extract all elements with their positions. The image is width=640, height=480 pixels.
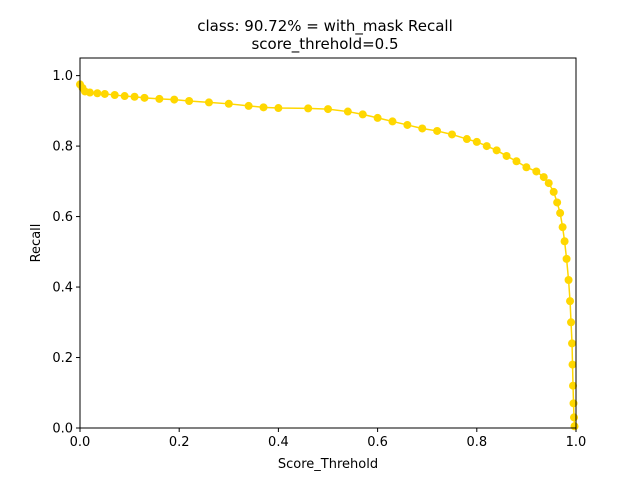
x-tick-label: 0.0: [70, 435, 91, 450]
y-tick-label: 0.4: [52, 281, 73, 296]
recall-data-point: [120, 92, 129, 101]
chart-title-line1: class: 90.72% = with_mask Recall: [197, 17, 453, 36]
recall-data-point: [556, 209, 565, 218]
recall-data-point: [433, 126, 442, 135]
recall-data-point: [512, 157, 521, 166]
y-tick-label: 1.0: [52, 69, 73, 84]
recall-data-point: [155, 94, 164, 103]
recall-data-point: [224, 99, 233, 108]
recall-data-point: [549, 187, 558, 196]
recall-data-point: [462, 135, 471, 144]
recall-data-point: [570, 413, 579, 422]
y-axis-ticks: 0.0 0.2 0.4 0.6 0.8 1.0: [52, 69, 80, 437]
recall-data-point: [93, 89, 102, 98]
recall-data-point: [274, 104, 283, 113]
recall-data-point: [502, 151, 511, 160]
recall-data-point: [558, 223, 567, 232]
recall-series-line: [79, 83, 576, 427]
chart-title-line2: score_threhold=0.5: [251, 35, 398, 54]
recall-data-point: [539, 173, 548, 182]
x-tick-label: 1.0: [566, 435, 587, 450]
recall-data-point: [388, 117, 397, 126]
recall-data-point: [100, 89, 109, 98]
recall-data-point: [566, 297, 575, 306]
recall-data-point: [130, 92, 139, 101]
x-tick-label: 0.2: [169, 435, 190, 450]
recall-data-point: [522, 163, 531, 172]
recall-data-point: [448, 130, 456, 139]
recall-data-point: [170, 95, 179, 104]
x-tick-label: 0.8: [466, 435, 487, 450]
recall-data-point: [560, 237, 569, 246]
recall-data-point: [244, 101, 253, 110]
y-tick-label: 0.8: [52, 140, 73, 155]
recall-data-point: [259, 103, 268, 112]
recall-data-point: [532, 167, 541, 176]
recall-data-point: [85, 88, 94, 97]
recall-data-point: [140, 93, 149, 102]
recall-data-point: [343, 107, 352, 116]
recall-data-point: [482, 142, 491, 151]
recall-data-point: [324, 105, 332, 114]
recall-data-point: [304, 104, 313, 113]
y-tick-label: 0.2: [52, 351, 73, 366]
x-tick-label: 0.4: [268, 435, 289, 450]
recall-data-point: [403, 120, 412, 129]
recall-data-point: [568, 339, 577, 348]
recall-data-point: [185, 96, 194, 105]
recall-data-point: [568, 360, 577, 369]
recall-data-point: [358, 110, 367, 119]
recall-data-point: [570, 422, 579, 431]
recall-data-point: [553, 198, 562, 207]
x-axis-ticks: 0.0 0.2 0.4 0.6 0.8 1.0: [70, 428, 587, 450]
y-tick-label: 0.6: [52, 210, 73, 225]
recall-data-point: [373, 113, 382, 122]
recall-data-point: [567, 318, 576, 327]
plot-frame: [79, 57, 577, 429]
y-tick-label: 0.0: [52, 422, 73, 437]
recall-data-point: [492, 146, 501, 155]
plot-series: [76, 80, 579, 431]
recall-data-point: [562, 254, 571, 263]
recall-data-point: [204, 98, 213, 107]
recall-data-point: [472, 137, 481, 146]
recall-data-point: [569, 381, 578, 390]
x-tick-label: 0.6: [367, 435, 388, 450]
recall-data-point: [544, 179, 553, 188]
recall-data-point: [418, 124, 427, 133]
x-axis-label: Score_Threhold: [278, 457, 378, 472]
recall-data-point: [564, 276, 573, 284]
y-axis-label: Recall: [29, 224, 44, 263]
recall-data-point: [110, 91, 119, 99]
